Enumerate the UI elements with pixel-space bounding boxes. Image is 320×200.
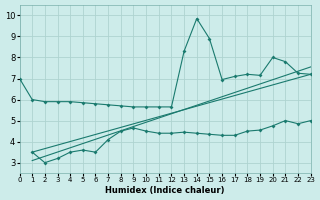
X-axis label: Humidex (Indice chaleur): Humidex (Indice chaleur)	[105, 186, 225, 195]
